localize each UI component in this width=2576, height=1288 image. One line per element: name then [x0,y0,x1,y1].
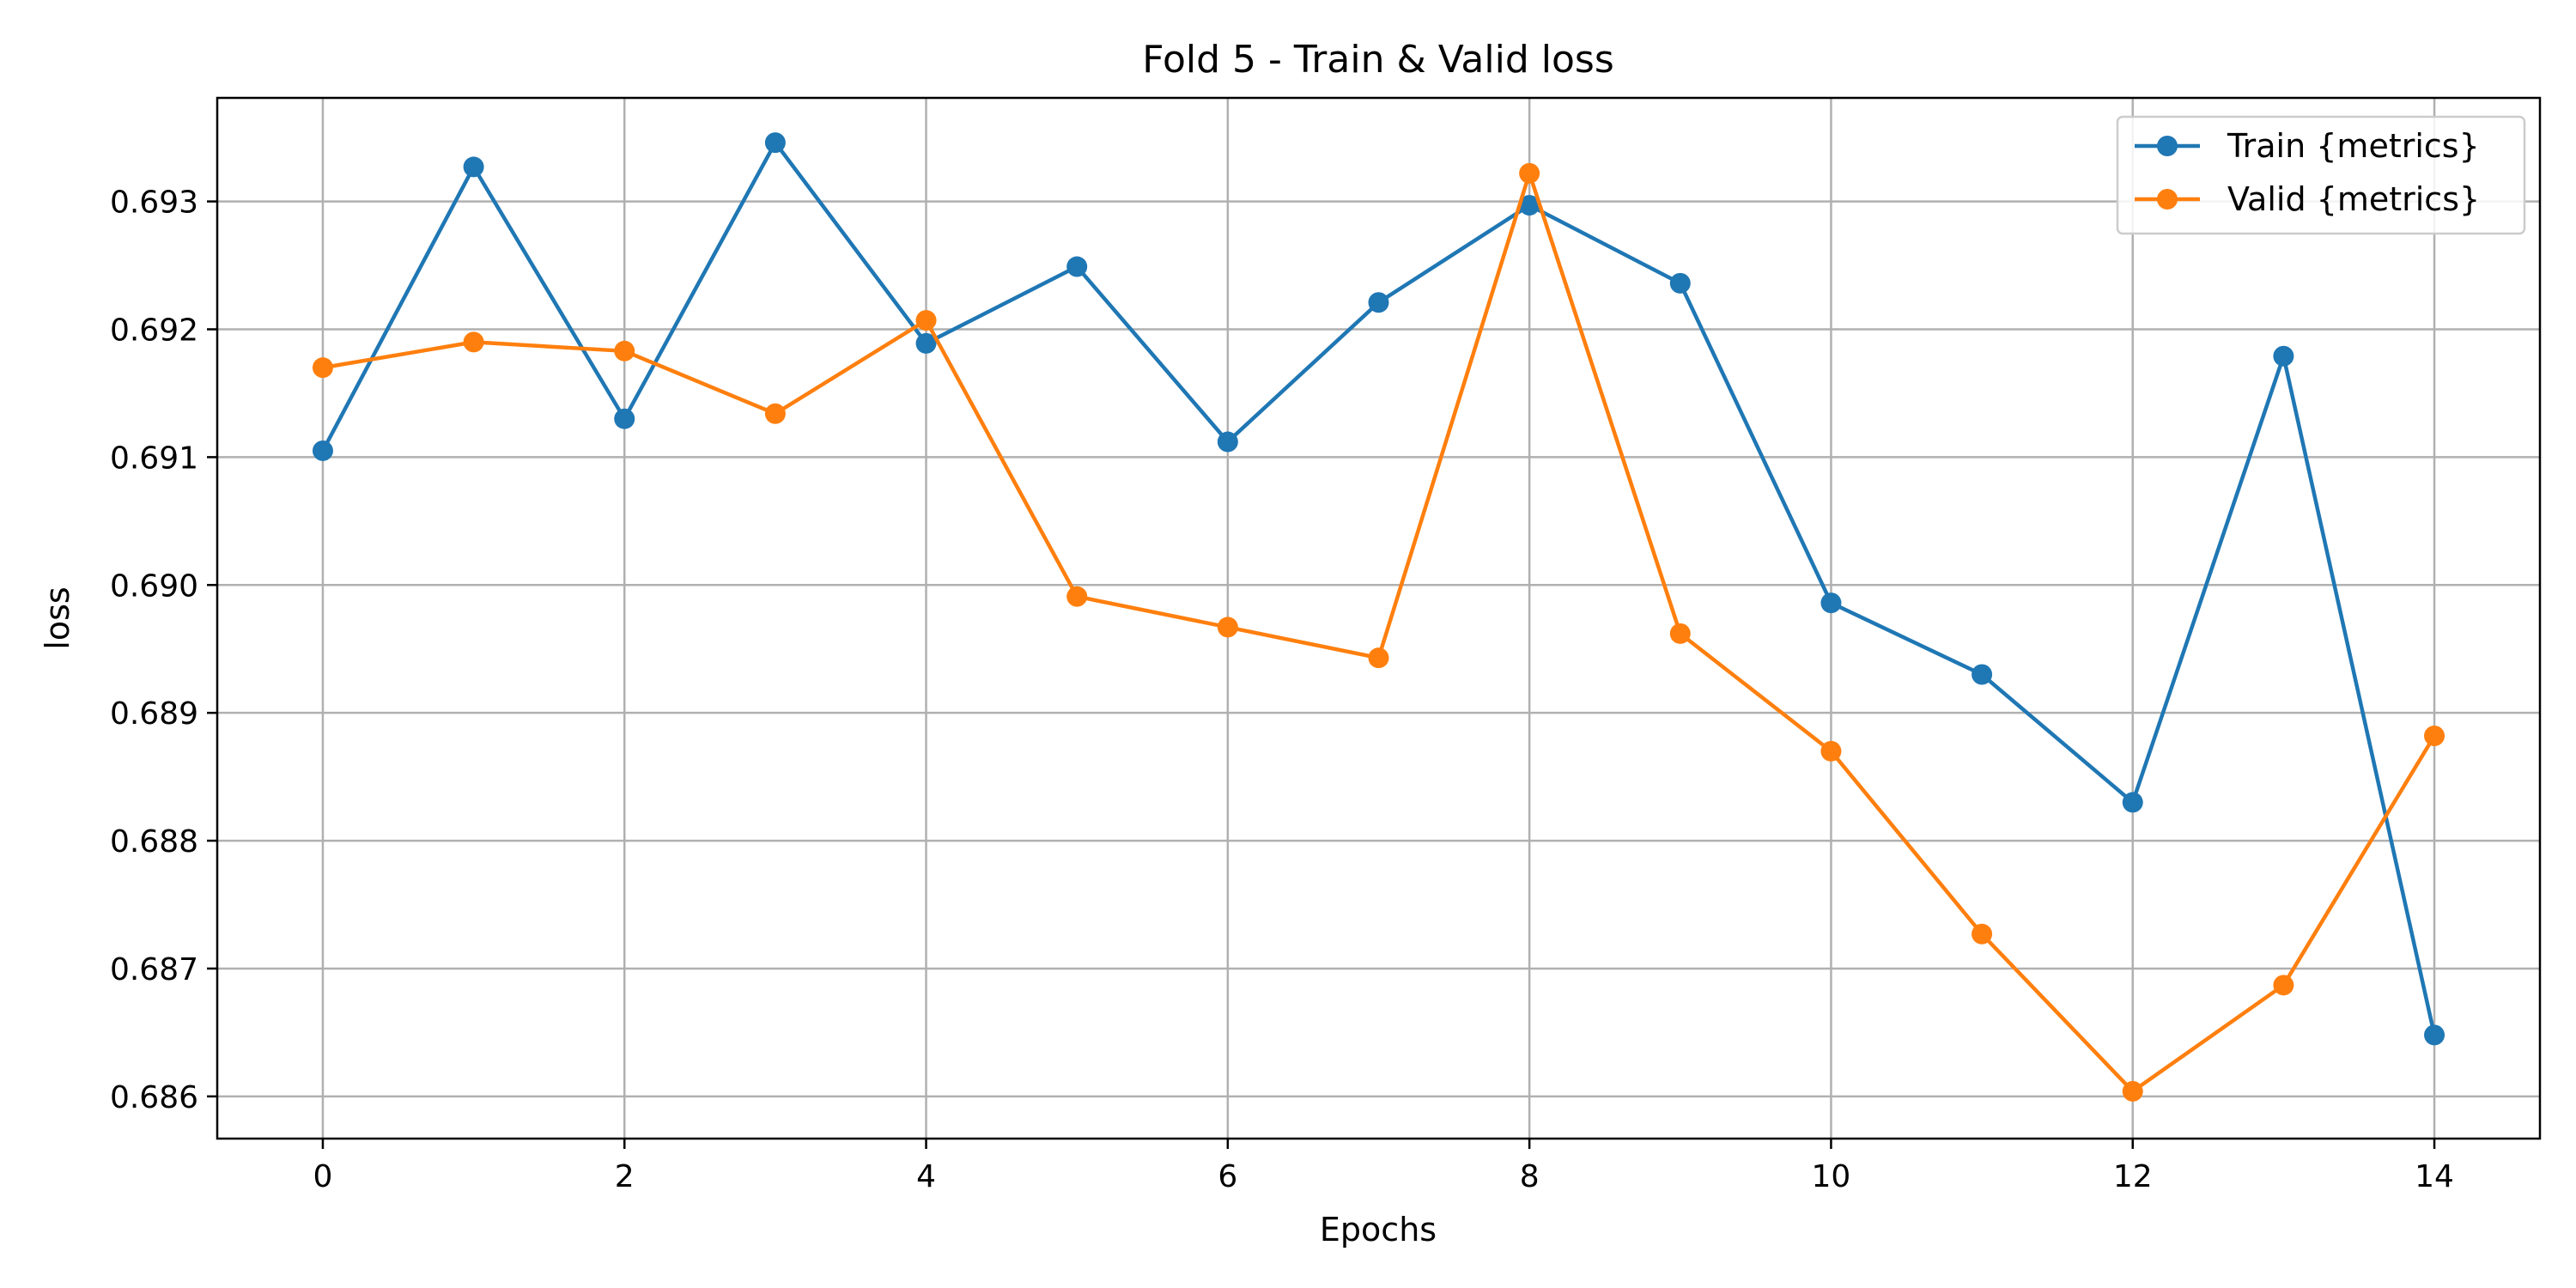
x-tick-label: 12 [2113,1159,2153,1194]
data-point [2273,975,2294,996]
data-point [1519,195,1540,216]
y-tick-label: 0.691 [110,440,198,476]
x-tick-label: 6 [1218,1159,1237,1194]
series-0 [312,132,2445,1046]
plot-area-frame [216,96,2542,1140]
legend-swatch-marker [2157,136,2178,156]
data-point [312,440,333,461]
x-tick-label: 8 [1520,1159,1540,1194]
legend: Train {metrics} Valid {metrics} [2116,115,2526,235]
data-point [1066,586,1088,607]
y-axis-label: loss [39,586,76,649]
x-tick-label: 2 [615,1159,635,1194]
data-point [1066,256,1088,277]
x-axis-ticks: 0 2 4 6 8 10 12 14 [313,1139,2454,1194]
data-point [915,310,937,331]
data-point [1820,592,1842,614]
data-point [1820,740,1842,762]
data-point [614,408,635,429]
data-point [2424,725,2445,746]
data-point [1519,162,1540,184]
data-point [2273,345,2294,367]
data-point [463,156,484,178]
legend-item: Valid {metrics} [2135,180,2480,218]
legend-box [2116,115,2526,235]
data-point [1669,272,1691,294]
chart-title: Fold 5 - Train & Valid loss [1142,38,1614,82]
x-tick-label: 10 [1812,1159,1851,1194]
legend-label: Valid {metrics} [2227,180,2480,218]
data-point [1368,292,1389,313]
x-tick-label: 0 [313,1159,333,1194]
grid [217,98,2540,1139]
y-axis-ticks: 0.686 0.687 0.688 0.689 0.690 0.691 0.692 0.693 [110,185,217,1115]
data-point [1669,623,1691,644]
y-tick-label: 0.688 [110,824,198,860]
data-point [2424,1024,2445,1046]
y-tick-label: 0.686 [110,1080,198,1115]
x-tick-label: 14 [2415,1159,2454,1194]
data-point [2122,792,2143,813]
data-point [614,340,635,361]
series-layer [312,132,2445,1102]
y-tick-label: 0.689 [110,696,198,732]
data-point [915,332,937,354]
data-point [2122,1080,2143,1102]
data-point [1971,923,1993,945]
series-1 [312,162,2445,1102]
y-tick-label: 0.690 [110,568,198,604]
data-point [1368,647,1389,669]
data-point [1971,664,1993,685]
series-line [320,140,2437,1036]
y-tick-label: 0.693 [110,185,198,221]
y-tick-label: 0.687 [110,952,198,987]
y-tick-label: 0.692 [110,313,198,348]
data-point [463,331,484,353]
data-point [312,357,333,379]
x-axis-label: Epochs [1320,1211,1437,1249]
data-point [1217,431,1238,453]
data-point [764,132,786,154]
legend-swatch-marker [2157,189,2178,210]
data-point [764,403,786,424]
legend-label: Train {metrics} [2227,127,2480,165]
x-tick-label: 4 [916,1159,936,1194]
legend-item: Train {metrics} [2135,127,2480,165]
data-point [1217,617,1238,638]
